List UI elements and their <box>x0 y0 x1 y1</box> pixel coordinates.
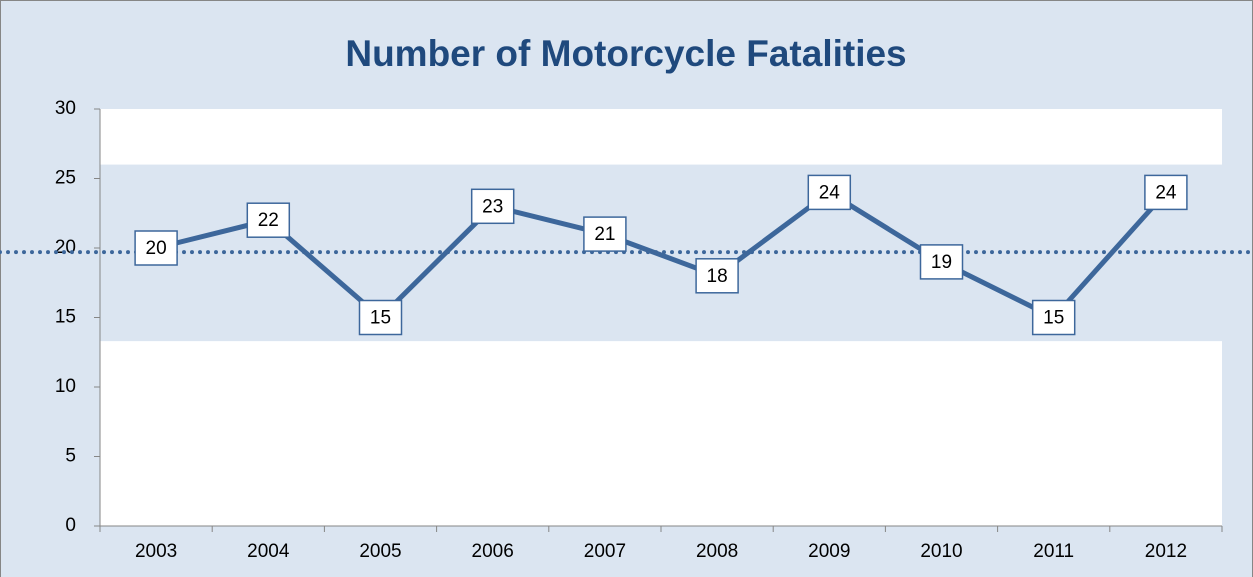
data-label: 15 <box>370 308 391 329</box>
x-tick-label: 2004 <box>247 541 290 562</box>
data-label-box <box>1031 299 1076 336</box>
data-label-box <box>246 202 291 238</box>
x-tick-label: 2008 <box>696 541 738 562</box>
data-label-box <box>134 230 178 266</box>
data-label: 23 <box>482 196 503 217</box>
y-tick-label: 5 <box>65 446 76 467</box>
y-tick-label: 10 <box>55 376 76 397</box>
data-line <box>155 189 1168 320</box>
x-tick-label: 2005 <box>359 541 401 562</box>
y-tick-label: 30 <box>55 98 76 119</box>
data-label-box <box>583 216 627 252</box>
data-label: 20 <box>146 238 167 259</box>
data-label: 21 <box>594 224 615 245</box>
y-tick-label: 15 <box>55 307 76 328</box>
data-label-box <box>470 188 515 225</box>
data-label: 22 <box>258 210 279 231</box>
data-label-box <box>1144 174 1188 211</box>
data-label: 19 <box>931 252 952 273</box>
data-label: 24 <box>819 182 841 203</box>
data-label: 15 <box>1043 308 1064 329</box>
x-tick-label: 2007 <box>584 541 626 562</box>
x-tick-label: 2003 <box>135 541 177 562</box>
x-tick-label: 2006 <box>472 541 514 562</box>
x-tick-label: 2012 <box>1145 541 1187 562</box>
y-tick-label: 25 <box>55 168 76 189</box>
y-tick-label: 0 <box>65 515 76 536</box>
x-tick-label: 2011 <box>1033 541 1074 562</box>
x-tick-label: 2009 <box>808 541 850 562</box>
y-tick-label: 20 <box>55 237 76 258</box>
data-label: 18 <box>707 266 728 287</box>
chart-title: Number of Motorcycle Fatalities <box>345 33 906 74</box>
data-label-box <box>807 174 852 211</box>
x-tick-label: 2010 <box>920 541 962 562</box>
data-label-box <box>358 299 403 336</box>
data-label-box <box>695 258 739 294</box>
data-label: 24 <box>1155 182 1177 203</box>
data-label-box <box>919 244 964 280</box>
